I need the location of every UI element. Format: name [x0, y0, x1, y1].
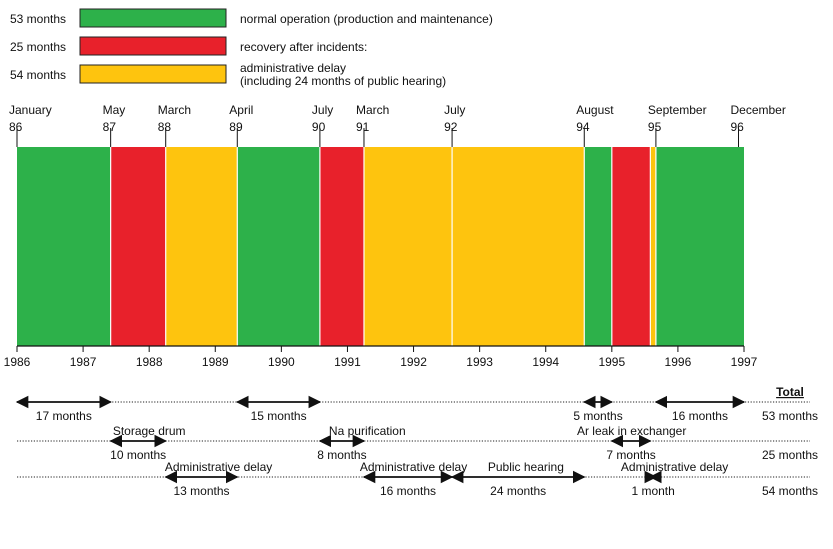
legend-count: 54 months — [10, 68, 66, 82]
marker-year: 89 — [229, 120, 243, 134]
x-tick-label: 1986 — [4, 355, 31, 369]
legend-label: administrative delay — [240, 61, 346, 75]
bar-segment — [650, 147, 656, 346]
event-title: Na purification — [329, 424, 406, 438]
marker-month: December — [731, 103, 786, 117]
event-title: Administrative delay — [621, 460, 728, 474]
event-title: Ar leak in exchanger — [577, 424, 686, 438]
x-tick-label: 1991 — [334, 355, 361, 369]
marker-year: 86 — [9, 120, 23, 134]
duration-label: 5 months — [573, 409, 622, 423]
legend-count: 25 months — [10, 40, 66, 54]
bar-segment — [165, 147, 238, 346]
duration-label: 13 months — [173, 484, 229, 498]
marker-month: August — [576, 103, 614, 117]
duration-label: 15 months — [251, 409, 307, 423]
bar-segment — [655, 147, 744, 346]
duration-label: 10 months — [110, 448, 166, 462]
marker-month: March — [158, 103, 191, 117]
bar-segment — [17, 147, 111, 346]
marker-year: 87 — [103, 120, 117, 134]
bar-segment — [363, 147, 453, 346]
legend-label: normal operation (production and mainten… — [240, 12, 493, 26]
x-tick-label: 1995 — [598, 355, 625, 369]
total-header: Total — [776, 385, 804, 399]
duration-label: 24 months — [490, 484, 546, 498]
legend-label: recovery after incidents: — [240, 40, 367, 54]
marker-month: January — [9, 103, 52, 117]
marker-year: 90 — [312, 120, 326, 134]
row-total: 53 months — [762, 409, 818, 423]
duration-label: 17 months — [36, 409, 92, 423]
event-title: Storage drum — [113, 424, 186, 438]
x-tick-label: 1989 — [202, 355, 229, 369]
duration-label: 1 month — [631, 484, 674, 498]
row-total: 54 months — [762, 484, 818, 498]
row-total: 25 months — [762, 448, 818, 462]
x-tick-label: 1988 — [136, 355, 163, 369]
legend-swatch — [79, 8, 227, 28]
marker-month: April — [229, 103, 253, 117]
bar-segment — [584, 147, 612, 346]
duration-label: 8 months — [317, 448, 366, 462]
legend-swatch — [79, 64, 227, 84]
x-tick-label: 1990 — [268, 355, 295, 369]
x-tick-label: 1993 — [466, 355, 493, 369]
marker-year: 95 — [648, 120, 662, 134]
marker-year: 92 — [444, 120, 458, 134]
bar-segment — [110, 147, 166, 346]
event-title: Public hearing — [488, 460, 564, 474]
legend-label: (including 24 months of public hearing) — [240, 74, 446, 88]
x-tick-label: 1987 — [70, 355, 97, 369]
duration-label: 16 months — [672, 409, 728, 423]
marker-month: September — [648, 103, 707, 117]
bar-segment — [611, 147, 651, 346]
marker-year: 91 — [356, 120, 370, 134]
marker-year: 94 — [576, 120, 590, 134]
duration-label: 7 months — [606, 448, 655, 462]
bar-segment — [452, 147, 585, 346]
marker-year: 96 — [731, 120, 745, 134]
marker-month: July — [312, 103, 333, 117]
legend-swatch — [79, 36, 227, 56]
event-title: Administrative delay — [165, 460, 272, 474]
bar-segment — [237, 147, 320, 346]
x-tick-label: 1992 — [400, 355, 427, 369]
x-tick-label: 1994 — [532, 355, 559, 369]
x-tick-label: 1997 — [731, 355, 758, 369]
event-title: Administrative delay — [360, 460, 467, 474]
marker-year: 88 — [158, 120, 172, 134]
legend-count: 53 months — [10, 12, 66, 26]
marker-month: March — [356, 103, 389, 117]
bar-segment — [319, 147, 364, 346]
marker-month: May — [103, 103, 126, 117]
marker-month: July — [444, 103, 465, 117]
x-tick-label: 1996 — [665, 355, 692, 369]
duration-label: 16 months — [380, 484, 436, 498]
